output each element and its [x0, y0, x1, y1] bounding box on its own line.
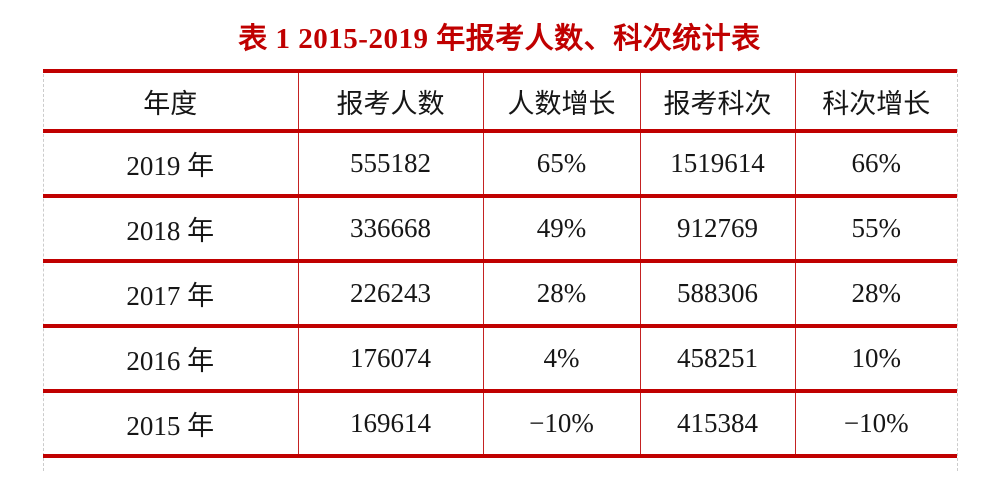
header-applicant-growth: 人数增长 — [482, 71, 640, 131]
header-subject-entries: 报考科次 — [639, 71, 795, 131]
applicant-growth-cell: 65% — [482, 131, 640, 196]
header-year: 年度 — [143, 88, 198, 119]
year-cell: 2016 年 — [126, 346, 215, 376]
subject-entries-cell: 588306 — [639, 261, 795, 326]
table-row: 2017 年 226243 28% 588306 28% — [43, 261, 957, 326]
year-cell: 2018 年 — [126, 216, 215, 246]
table-header: 年度 报考人数 人数增长 报考科次 科次增长 — [43, 71, 957, 131]
table-row: 2015 年 169614 −10% 415384 −10% — [43, 391, 957, 456]
applicant-growth-cell: 4% — [482, 326, 640, 391]
subject-growth-cell: −10% — [794, 391, 957, 456]
subject-entries-cell: 458251 — [639, 326, 795, 391]
subject-growth-cell: 55% — [794, 196, 957, 261]
header-applicants: 报考人数 — [297, 71, 483, 131]
applicants-cell: 176074 — [297, 326, 483, 391]
statistics-table: 年度 报考人数 人数增长 报考科次 科次增长 2019 年 555182 65% 15… — [43, 69, 957, 458]
left-text-boundary-dashed-line — [43, 69, 44, 471]
applicants-cell: 169614 — [297, 391, 483, 456]
table-row: 2019 年 555182 65% 1519614 66% — [43, 131, 957, 196]
year-cell: 2017 年 — [126, 281, 215, 311]
statistics-table-container: 年度 报考人数 人数增长 报考科次 科次增长 2019 年 555182 65% 15… — [43, 69, 958, 471]
right-text-boundary-dashed-line — [957, 69, 958, 471]
applicants-cell: 336668 — [297, 196, 483, 261]
subject-growth-cell: 10% — [794, 326, 957, 391]
applicant-growth-cell: −10% — [482, 391, 640, 456]
header-subject-growth: 科次增长 — [794, 71, 957, 131]
table-row: 2018 年 336668 49% 912769 55% — [43, 196, 957, 261]
applicant-growth-cell: 49% — [482, 196, 640, 261]
subject-growth-cell: 66% — [794, 131, 957, 196]
applicants-cell: 555182 — [297, 131, 483, 196]
subject-entries-cell: 415384 — [639, 391, 795, 456]
subject-entries-cell: 912769 — [639, 196, 795, 261]
applicant-growth-cell: 28% — [482, 261, 640, 326]
year-cell: 2019 年 — [126, 151, 215, 181]
subject-entries-cell: 1519614 — [639, 131, 795, 196]
table-body: 2019 年 555182 65% 1519614 66% 2018 年 336668 49%… — [43, 131, 957, 456]
table-caption: 表 1 2015-2019 年报考人数、科次统计表 — [238, 23, 761, 55]
applicants-cell: 226243 — [297, 261, 483, 326]
year-cell: 2015 年 — [126, 411, 215, 441]
table-row: 2016 年 176074 4% 458251 10% — [43, 326, 957, 391]
header-row: 年度 报考人数 人数增长 报考科次 科次增长 — [43, 71, 957, 131]
subject-growth-cell: 28% — [794, 261, 957, 326]
